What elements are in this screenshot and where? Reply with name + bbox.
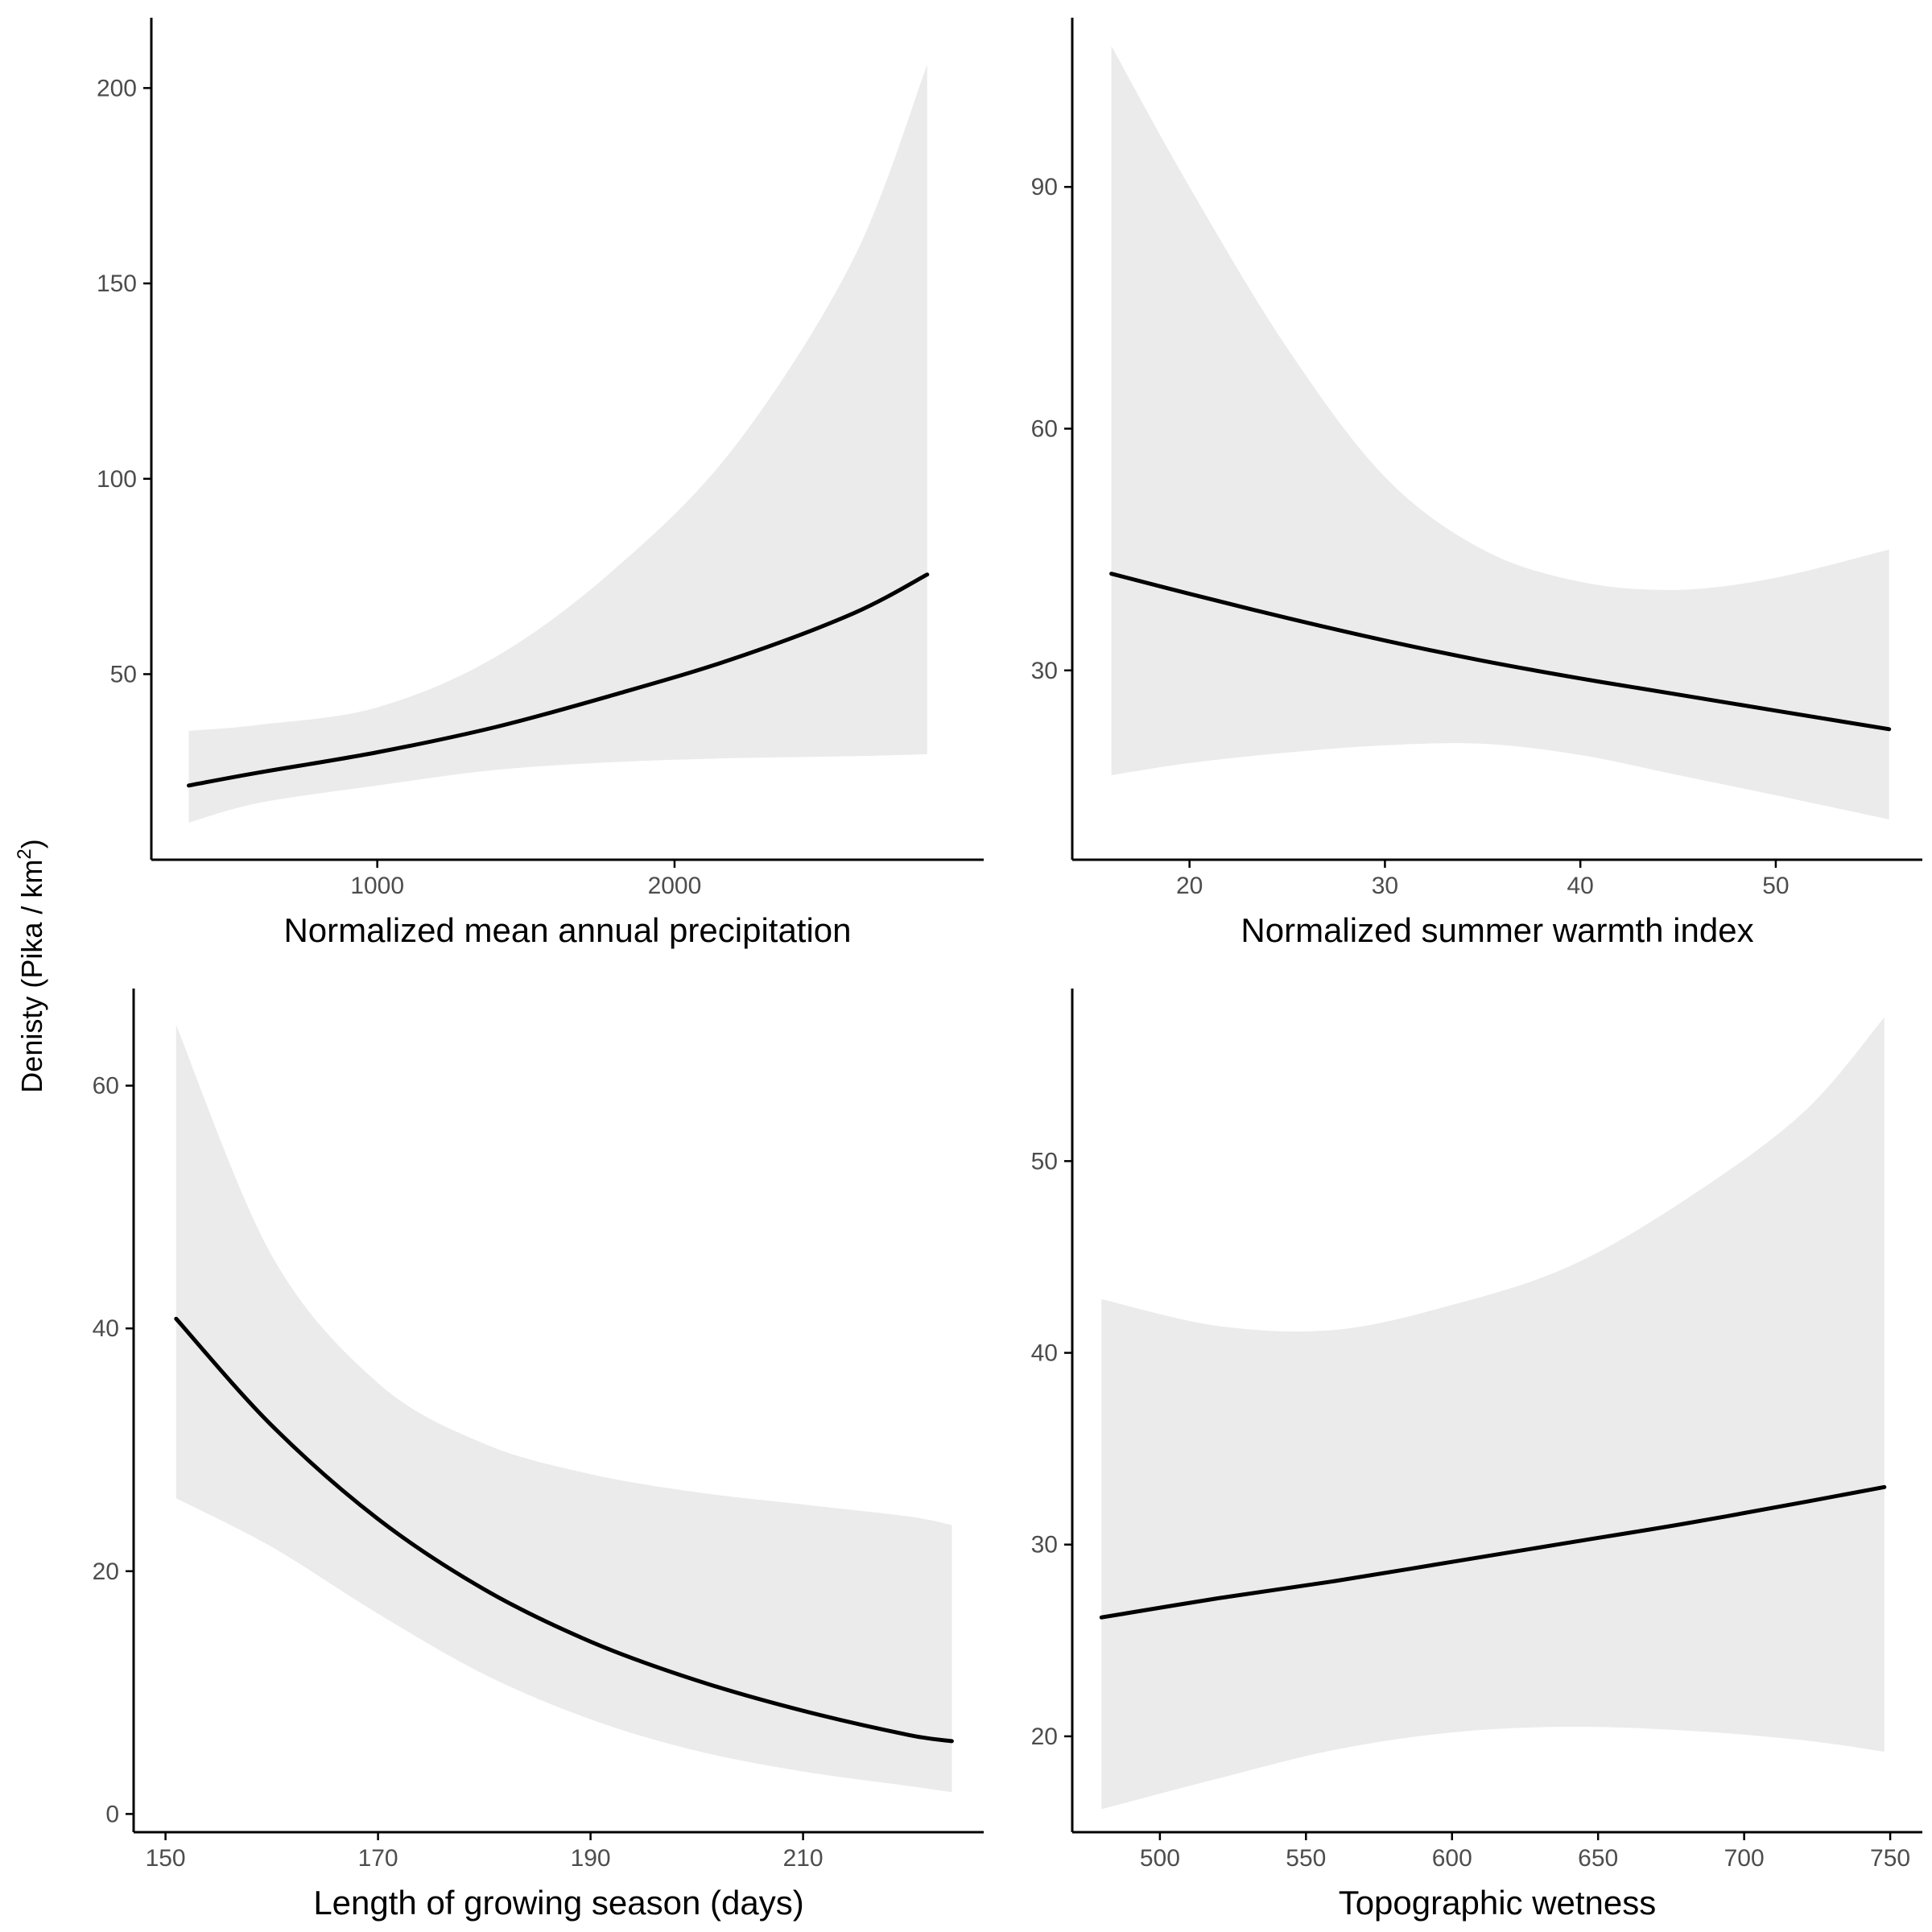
panel-precipitation: 1000 2000 50 100 150 200 Normalized mean annua… xyxy=(97,18,984,949)
x-tick-label: 170 xyxy=(358,1845,398,1872)
x-tick-label: 30 xyxy=(1372,873,1398,899)
panel-summer-warmth: 20 30 40 50 30 60 90 Normalized summer warmth i… xyxy=(1031,18,1922,949)
x-tick-label: 650 xyxy=(1578,1845,1618,1872)
confidence-ribbon-summer-warmth xyxy=(1111,46,1889,819)
y-tick-label: 60 xyxy=(1031,415,1058,442)
x-tick-label: 210 xyxy=(783,1845,824,1872)
panel-topographic-wetness: 500 550 600 650 700 750 20 30 40 50 Topographic we… xyxy=(1031,989,1922,1922)
x-axis-title-precipitation: Normalized mean annual precipitation xyxy=(283,911,851,949)
y-tick-label: 100 xyxy=(97,466,137,493)
y-tick-label: 0 xyxy=(105,1801,119,1827)
y-tick-label: 50 xyxy=(110,661,137,687)
x-tick-label: 40 xyxy=(1567,873,1593,899)
x-tick-label: 2000 xyxy=(648,873,702,899)
x-axis-title-growing-season: Length of growing season (days) xyxy=(313,1884,803,1922)
y-tick-label: 60 xyxy=(93,1073,119,1100)
panel-growing-season: 150 170 190 210 0 20 40 60 Length of growing sea… xyxy=(93,989,984,1922)
confidence-ribbon-topographic-wetness xyxy=(1101,1017,1885,1810)
y-tick-label: 40 xyxy=(1031,1340,1058,1367)
x-tick-label: 700 xyxy=(1724,1845,1765,1872)
y-tick-label: 150 xyxy=(97,270,137,297)
y-axis-title: Denisty (Pika / km2) xyxy=(14,839,48,1092)
y-tick-label: 20 xyxy=(1031,1724,1058,1750)
x-axis-title-summer-warmth: Normalized summer warmth index xyxy=(1241,911,1753,949)
y-tick-label: 90 xyxy=(1031,174,1058,200)
x-tick-label: 50 xyxy=(1762,873,1789,899)
y-tick-label: 200 xyxy=(97,75,137,101)
fitted-line-topographic-wetness xyxy=(1099,1484,1887,1620)
x-tick-label: 750 xyxy=(1870,1845,1910,1872)
x-tick-label: 20 xyxy=(1176,873,1203,899)
fitted-line-growing-season xyxy=(174,1316,954,1744)
confidence-ribbon-growing-season xyxy=(175,1025,952,1793)
y-tick-label: 20 xyxy=(93,1558,119,1585)
y-tick-label: 50 xyxy=(1031,1148,1058,1174)
x-tick-label: 500 xyxy=(1140,1845,1180,1872)
confidence-ribbon-precipitation xyxy=(188,64,927,823)
fitted-line-summer-warmth xyxy=(1109,572,1892,732)
y-tick-label: 30 xyxy=(1031,658,1058,684)
x-tick-label: 1000 xyxy=(350,873,404,899)
fitted-line-precipitation xyxy=(187,572,930,788)
x-axis-title-topographic-wetness: Topographic wetness xyxy=(1339,1884,1657,1922)
x-tick-label: 600 xyxy=(1432,1845,1472,1872)
x-tick-label: 190 xyxy=(571,1845,611,1872)
y-tick-label: 40 xyxy=(93,1315,119,1342)
y-tick-label: 30 xyxy=(1031,1532,1058,1558)
x-tick-label: 550 xyxy=(1286,1845,1326,1872)
x-tick-label: 150 xyxy=(146,1845,186,1872)
